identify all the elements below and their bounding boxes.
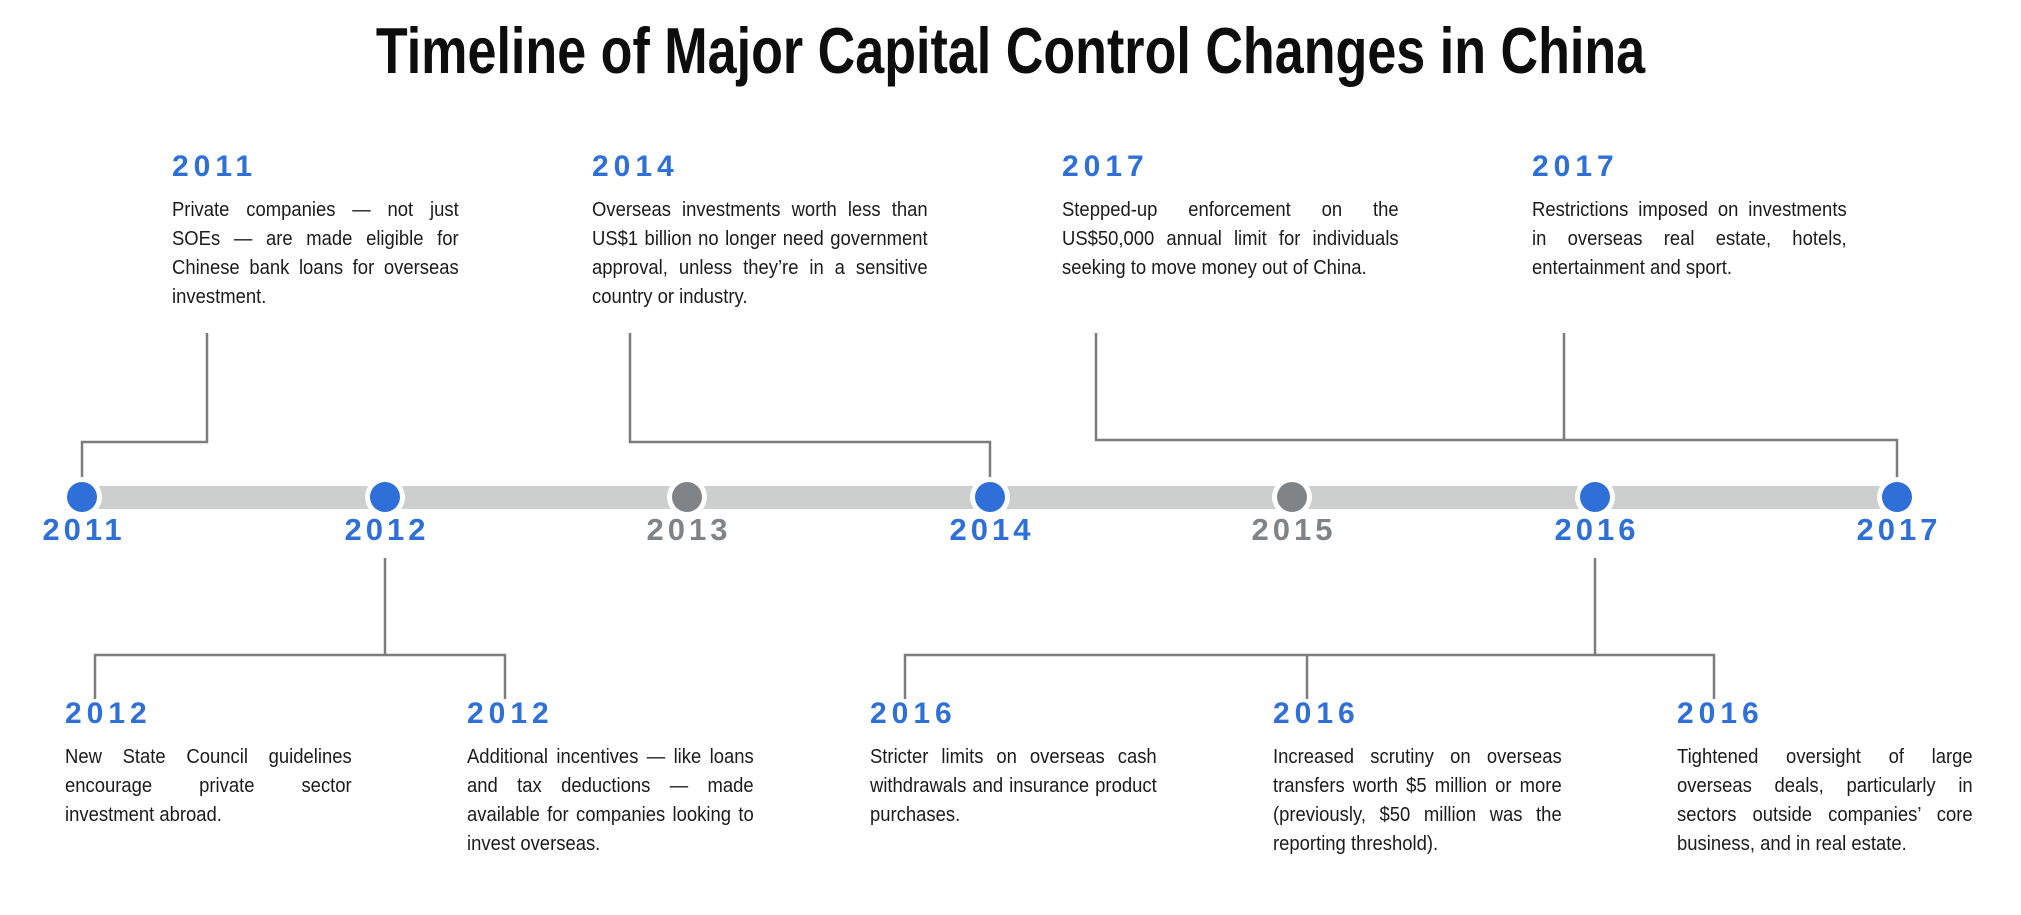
event-text: Tightened oversight of large overseas de… xyxy=(1677,745,1973,855)
connector-2014 xyxy=(628,333,992,480)
year-label-2014: 2014 xyxy=(949,512,1035,547)
timeline-dot-2016 xyxy=(1580,482,1610,512)
timeline-dot-2013 xyxy=(672,482,702,512)
event-year: 2012 xyxy=(467,697,554,730)
event-year: 2016 xyxy=(870,697,957,730)
event-text: Overseas investments worth less than US$… xyxy=(592,198,928,308)
timeline-dot-2011 xyxy=(67,482,97,512)
connector-2016-group xyxy=(903,558,1716,699)
event-note-2016-c: 2016 Tightened oversight of large overse… xyxy=(1677,697,1973,858)
year-label-2012: 2012 xyxy=(344,512,430,547)
timeline-dot-2017 xyxy=(1882,482,1912,512)
event-text: Private companies — not just SOEs — are … xyxy=(172,198,459,308)
connector-2012-group xyxy=(93,558,507,699)
year-label-2017: 2017 xyxy=(1856,512,1942,547)
event-year: 2017 xyxy=(1062,150,1149,183)
year-label-2011: 2011 xyxy=(42,512,126,547)
timeline-dot-2015 xyxy=(1277,482,1307,512)
event-text: Stepped-up enforcement on the US$50,000 … xyxy=(1062,198,1399,279)
year-label-2015: 2015 xyxy=(1251,512,1337,547)
event-note-2014: 2014 Overseas investments worth less tha… xyxy=(592,150,928,311)
year-label-2016: 2016 xyxy=(1554,512,1640,547)
event-note-2017-b: 2017 Restrictions imposed on investments… xyxy=(1532,150,1847,282)
event-text: New State Council guidelines encourage p… xyxy=(65,745,352,826)
page-title: Timeline of Major Capital Control Change… xyxy=(375,15,1646,88)
event-text: Restrictions imposed on investments in o… xyxy=(1532,198,1847,279)
event-note-2012-b: 2012 Additional incentives — like loans … xyxy=(467,697,754,858)
connector-2011 xyxy=(80,333,209,480)
event-note-2012-a: 2012 New State Council guidelines encour… xyxy=(65,697,352,829)
timeline-dot-2012 xyxy=(370,482,400,512)
event-text: Stricter limits on overseas cash withdra… xyxy=(870,745,1157,826)
event-note-2011: 2011 Private companies — not just SOEs —… xyxy=(172,150,459,311)
event-note-2016-a: 2016 Stricter limits on overseas cash wi… xyxy=(870,697,1157,829)
event-year: 2014 xyxy=(592,150,679,183)
event-year: 2016 xyxy=(1273,697,1360,730)
connector-2017-shared xyxy=(1094,333,1899,480)
event-year: 2011 xyxy=(172,150,258,183)
event-text: Increased scrutiny on overseas transfers… xyxy=(1273,745,1562,855)
event-note-2017-a: 2017 Stepped-up enforcement on the US$50… xyxy=(1062,150,1399,282)
event-year: 2012 xyxy=(65,697,152,730)
timeline-dot-2014 xyxy=(975,482,1005,512)
event-year: 2016 xyxy=(1677,697,1764,730)
event-note-2016-b: 2016 Increased scrutiny on overseas tran… xyxy=(1273,697,1562,858)
event-text: Additional incentives — like loans and t… xyxy=(467,745,754,855)
year-label-2013: 2013 xyxy=(646,512,732,547)
event-year: 2017 xyxy=(1532,150,1619,183)
